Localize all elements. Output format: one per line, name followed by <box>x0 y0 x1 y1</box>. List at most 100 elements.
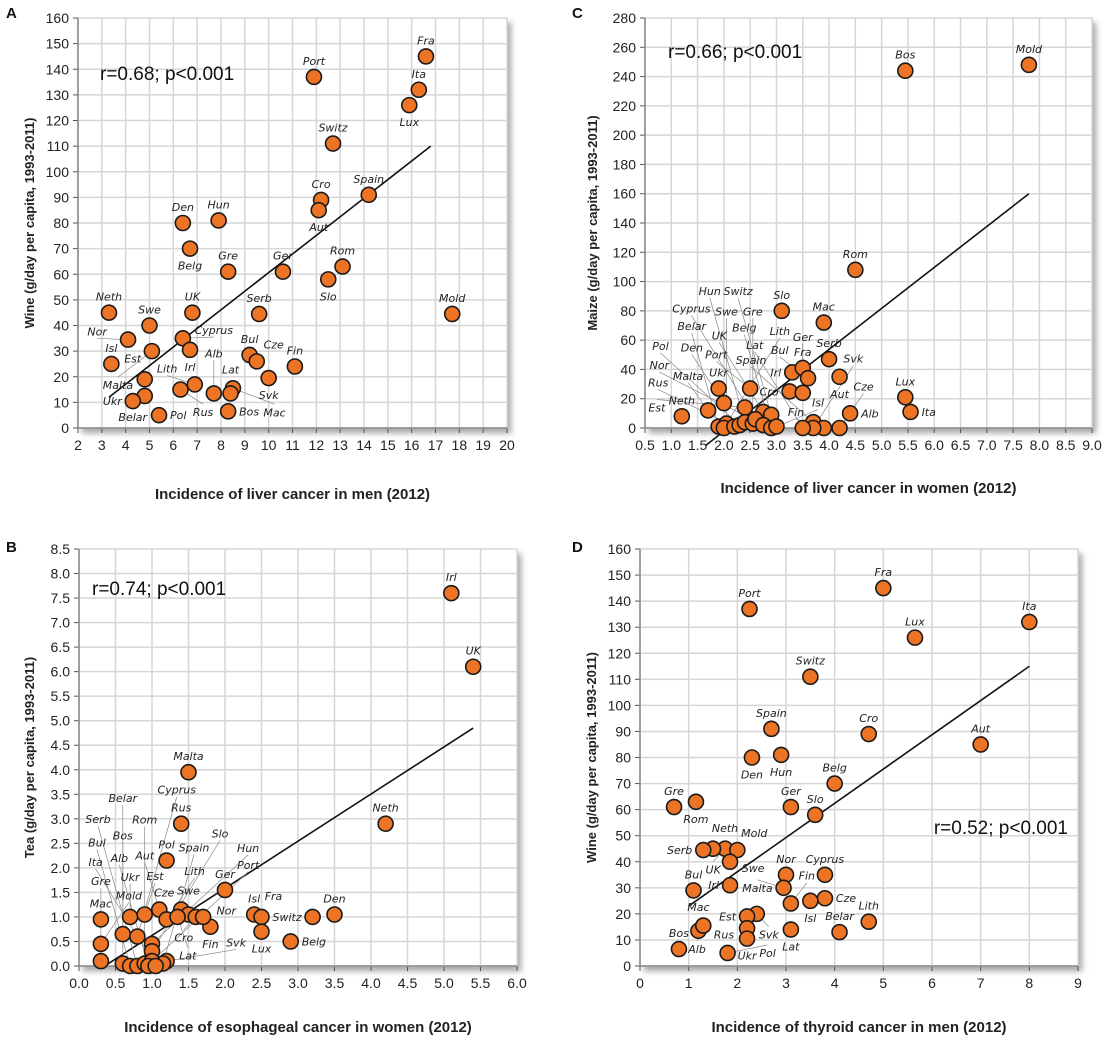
point-label: Belg <box>302 935 326 948</box>
data-point-lat: Lat <box>222 363 240 402</box>
x-tick-label: 2.0 <box>215 975 235 991</box>
data-point-spain: Spain <box>756 707 787 738</box>
y-tick-label: 160 <box>613 186 637 202</box>
data-point-hun: Hun <box>208 198 230 229</box>
point-marker <box>121 908 139 926</box>
point-marker <box>772 746 790 764</box>
point-marker <box>799 369 817 387</box>
data-point-bos: Bos <box>669 927 689 958</box>
point-marker <box>172 381 189 398</box>
x-tick-label: 5.0 <box>872 437 892 453</box>
label-leader-line <box>151 854 249 945</box>
x-tick-label: 8 <box>1025 975 1033 991</box>
x-tick-label: 6.0 <box>507 975 527 991</box>
y-tick-label: 0.5 <box>51 933 71 949</box>
x-tick-label: 5 <box>879 975 887 991</box>
data-point-ger: Ger <box>781 785 802 816</box>
point-label: UK <box>712 330 728 343</box>
label-leader-line <box>660 352 740 426</box>
y-tick-label: 5.5 <box>51 688 71 704</box>
point-marker <box>820 350 838 368</box>
data-point-port: Port <box>738 587 761 618</box>
point-marker <box>816 866 834 884</box>
data-point-svk: Svk <box>259 369 279 402</box>
point-label: Svk <box>259 389 279 402</box>
data-point-ukr: Ukr <box>103 392 142 410</box>
x-tick-label: 9 <box>241 437 249 453</box>
point-marker <box>180 763 197 781</box>
point-label: Swe <box>742 862 765 875</box>
x-tick-label: 8.5 <box>1056 437 1076 453</box>
point-label: Port <box>705 349 728 362</box>
point-marker <box>802 668 819 686</box>
point-label: Fra <box>875 566 893 579</box>
x-tick-label: 1 <box>685 975 693 991</box>
data-point-irl: Irl <box>442 571 460 602</box>
data-point-rus: Rus <box>171 802 192 833</box>
point-marker <box>831 368 848 386</box>
point-marker <box>119 331 137 348</box>
point-marker <box>334 258 351 275</box>
data-point-malta: Malta <box>173 750 204 781</box>
point-marker <box>775 879 792 897</box>
point-marker <box>250 305 268 323</box>
point-marker <box>715 394 733 412</box>
point-label: Cze <box>154 887 174 900</box>
point-label: Mac <box>90 897 112 910</box>
y-tick-label: 3.5 <box>51 786 71 802</box>
y-tick-label: 3.0 <box>51 811 71 827</box>
data-point-fra: Fra <box>253 890 283 926</box>
data-point-mac: Mac <box>90 897 112 928</box>
y-tick-label: 90 <box>53 189 69 205</box>
x-tick-label: 4.5 <box>398 975 418 991</box>
point-marker <box>194 908 212 926</box>
correlation-annotation: r=0.66; p<0.001 <box>668 42 802 63</box>
data-point-ger: Ger <box>215 868 236 899</box>
point-label: Gre <box>743 306 763 319</box>
point-marker <box>319 271 337 288</box>
data-point-pol: Pol <box>719 944 776 962</box>
y-tick-label: 50 <box>615 828 631 844</box>
data-point-den: Den <box>741 749 763 782</box>
point-marker <box>782 921 800 938</box>
point-label: Belar <box>825 910 855 923</box>
point-label: Fin <box>799 870 815 883</box>
point-label: Den <box>681 342 703 355</box>
data-point-serb: Serb <box>816 337 842 368</box>
x-tick-label: 5.5 <box>898 437 918 453</box>
point-marker <box>464 658 482 676</box>
y-tick-label: 200 <box>613 127 637 143</box>
data-point-cze: Cze <box>816 889 856 907</box>
data-point-bul: Bul <box>771 344 817 387</box>
point-marker <box>253 908 270 926</box>
point-label: Cyprus <box>158 784 197 797</box>
y-axis-title: Tea (g/day per capita, 1993-2011) <box>22 657 37 858</box>
point-label: Switz <box>318 122 347 135</box>
point-marker <box>670 940 688 958</box>
point-marker <box>92 935 110 953</box>
point-label: Pol <box>759 947 775 960</box>
panel-letter: D <box>572 539 583 556</box>
x-tick-label: 19 <box>475 437 491 453</box>
y-tick-label: 260 <box>613 39 637 55</box>
data-point-cze: Cze <box>831 380 874 437</box>
panel-letter: B <box>6 539 17 556</box>
data-point-cro: Cro <box>760 383 798 400</box>
point-label: Mac <box>687 901 709 914</box>
data-point-rom: Rom <box>843 248 868 279</box>
y-axis-title: Wine (g/day per capita, 1993-2011) <box>584 652 599 863</box>
regression-line <box>108 145 432 398</box>
data-point-uk: UK <box>464 645 482 676</box>
data-point-ita: Ita <box>1021 600 1038 631</box>
data-point-ger: Ger <box>273 250 294 280</box>
point-label: Rus <box>171 802 192 815</box>
point-marker <box>216 881 234 899</box>
point-label: Belar <box>677 320 707 333</box>
label-leader-line <box>754 351 804 429</box>
point-marker <box>816 889 834 907</box>
point-label: Gre <box>218 250 238 263</box>
y-tick-label: 40 <box>620 361 636 377</box>
point-marker <box>699 402 717 419</box>
data-point-ita: Ita <box>410 68 428 99</box>
x-tick-label: 11 <box>285 437 300 453</box>
